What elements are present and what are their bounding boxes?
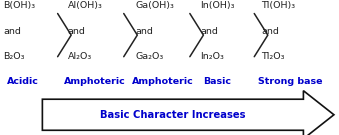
Text: and: and [200,27,218,36]
Text: Tl₂O₃: Tl₂O₃ [261,52,284,61]
Text: In₂O₃: In₂O₃ [200,52,224,61]
Text: Ga(OH)₃: Ga(OH)₃ [136,1,175,10]
Polygon shape [42,91,334,135]
Text: Tl(OH)₃: Tl(OH)₃ [261,1,295,10]
Text: Basic: Basic [203,77,232,85]
Text: and: and [136,27,154,36]
Text: Acidic: Acidic [7,77,39,85]
Text: Al(OH)₃: Al(OH)₃ [68,1,103,10]
Text: and: and [68,27,86,36]
Text: Al₂O₃: Al₂O₃ [68,52,92,61]
Text: Amphoteric: Amphoteric [132,77,194,85]
Text: B₂O₃: B₂O₃ [3,52,25,61]
Text: In(OH)₃: In(OH)₃ [200,1,235,10]
Text: Basic Character Increases: Basic Character Increases [100,110,246,120]
Text: Amphoteric: Amphoteric [64,77,126,85]
Text: Strong base: Strong base [258,77,322,85]
Text: Ga₂O₃: Ga₂O₃ [136,52,164,61]
Text: and: and [261,27,279,36]
Text: and: and [3,27,21,36]
Text: B(OH)₃: B(OH)₃ [3,1,36,10]
